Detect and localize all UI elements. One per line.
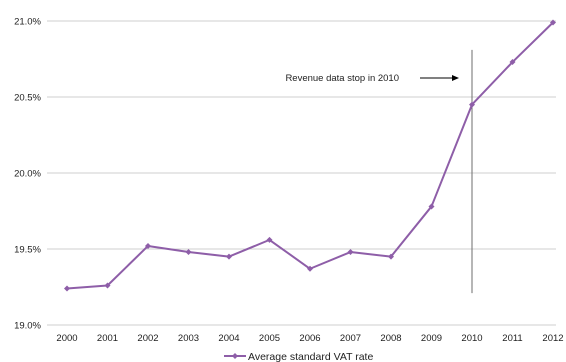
y-tick-label: 19.0%	[14, 321, 41, 332]
data-point	[307, 265, 313, 272]
data-point	[509, 59, 516, 66]
x-tick-label: 2012	[542, 333, 563, 344]
data-point	[64, 285, 70, 292]
x-tick-label: 2010	[461, 333, 482, 344]
y-tick-label: 21.0%	[14, 17, 41, 28]
y-axis: 19.0% 19.5% 20.0% 20.5% 21.0%	[14, 17, 41, 332]
gridlines	[47, 20, 556, 326]
annotation-text: Revenue data stop in 2010	[285, 73, 399, 84]
x-tick-label: 2003	[178, 333, 199, 344]
annotation: Revenue data stop in 2010	[285, 49, 473, 294]
data-point	[226, 253, 232, 260]
legend-label: Average standard VAT rate	[248, 351, 373, 362]
x-tick-label: 2004	[218, 333, 239, 344]
data-point	[388, 253, 394, 260]
x-tick-label: 2011	[502, 333, 522, 344]
x-tick-label: 2000	[56, 333, 77, 344]
x-axis: 2000 2001 2002 2003 2004 2005 2006 2007 2008 2009…	[56, 333, 563, 344]
legend-marker	[232, 353, 238, 359]
x-tick-label: 2005	[259, 333, 280, 344]
x-tick-label: 2008	[380, 333, 401, 344]
data-point	[185, 249, 192, 256]
series-layer	[64, 19, 556, 292]
y-tick-label: 19.5%	[14, 245, 41, 256]
data-point	[550, 19, 556, 26]
x-tick-label: 2001	[97, 333, 118, 344]
x-tick-label: 2006	[299, 333, 320, 344]
x-tick-label: 2007	[340, 333, 361, 344]
data-point	[428, 203, 435, 210]
y-tick-label: 20.0%	[14, 169, 41, 180]
data-point	[104, 282, 111, 289]
data-point	[469, 101, 475, 108]
x-tick-label: 2002	[137, 333, 158, 344]
data-point	[347, 249, 354, 256]
data-point	[145, 242, 151, 249]
x-tick-label: 2009	[421, 333, 442, 344]
annotation-arrow-head	[452, 75, 459, 81]
data-point	[266, 236, 273, 243]
y-tick-label: 20.5%	[14, 93, 41, 104]
legend: Average standard VAT rate	[224, 351, 373, 362]
